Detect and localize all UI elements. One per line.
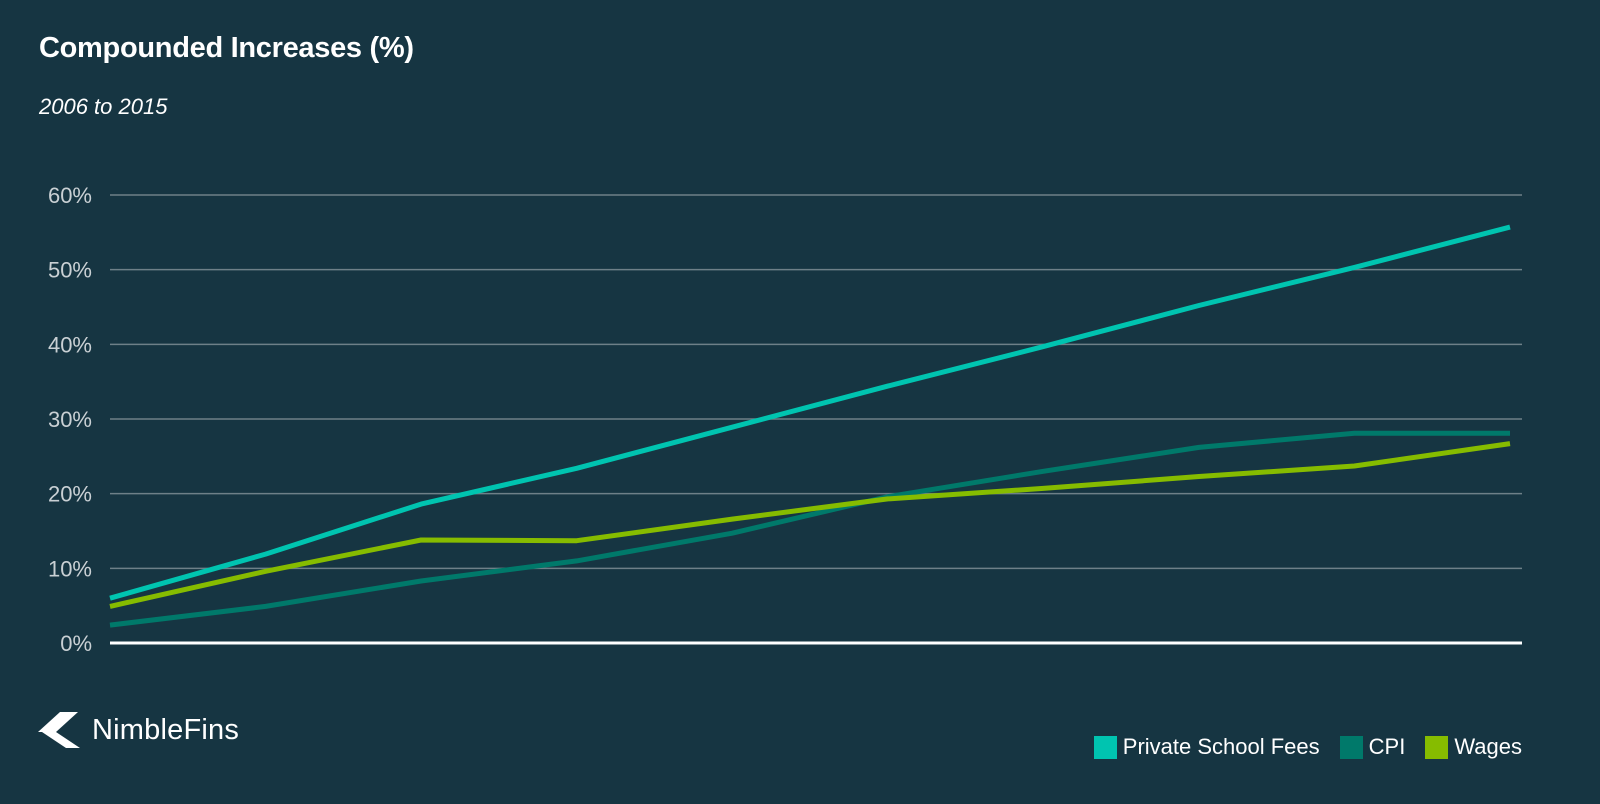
chart-legend: Private School Fees CPI Wages [1093,734,1522,760]
legend-item-cpi: CPI [1339,734,1406,760]
y-tick-label: 40% [48,332,92,357]
y-tick-label: 30% [48,407,92,432]
y-tick-label: 60% [48,183,92,208]
legend-item-private-school-fees: Private School Fees [1093,734,1320,760]
series-line-cpi [109,430,1510,628]
y-tick-label: 20% [48,482,92,507]
legend-label: Private School Fees [1122,734,1320,759]
series-line-wages [109,441,1511,609]
gridlines [110,194,1522,570]
series-lines [109,224,1511,628]
nimblefins-logo: NimbleFins [38,712,239,748]
legend-label: Wages [1454,734,1522,759]
chart-subtitle: 2006 to 2015 [39,94,168,119]
y-tick-label: 50% [48,258,92,283]
legend-swatch-private-school-fees [1093,735,1117,759]
y-axis-ticks: 0% 10% 20% 30% 40% 50% 60% [48,183,92,656]
chevron-left-logo-icon [38,712,80,748]
brand-name: NimbleFins [92,713,240,746]
y-tick-label: 10% [48,556,92,581]
legend-label: CPI [1368,734,1406,759]
legend-swatch-cpi [1339,735,1363,759]
series-line-private-school-fees [109,224,1511,601]
legend-swatch-wages [1425,735,1449,759]
legend-item-wages: Wages [1425,734,1522,760]
chart-title: Compounded Increases (%) [39,32,414,64]
y-tick-label: 0% [60,631,92,656]
